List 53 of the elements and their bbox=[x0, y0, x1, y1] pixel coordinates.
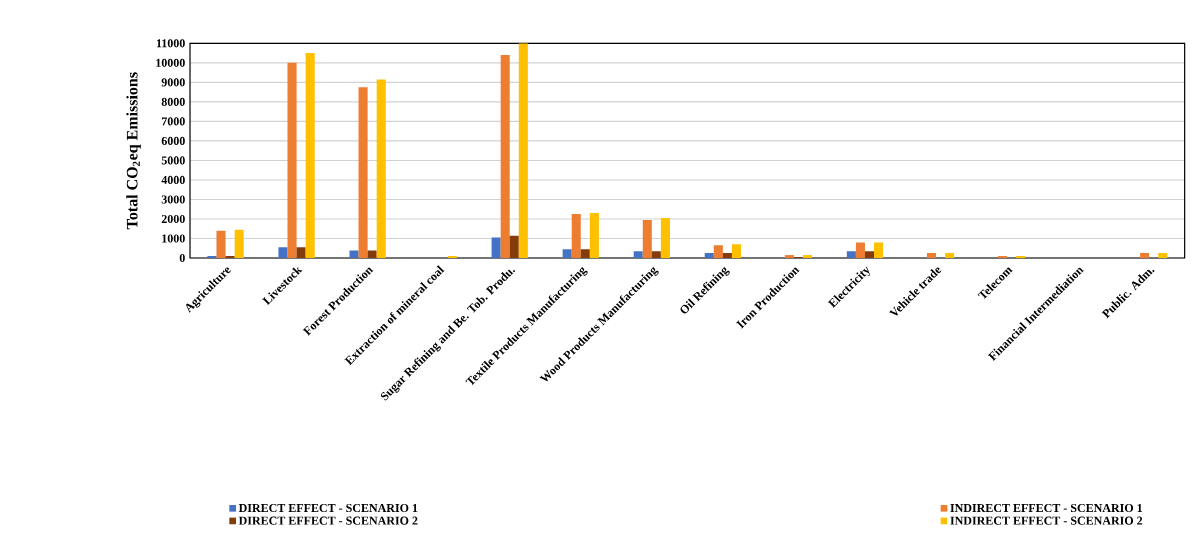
bar bbox=[855, 242, 865, 258]
bar bbox=[562, 249, 572, 258]
bar bbox=[234, 229, 244, 258]
bar bbox=[660, 217, 670, 258]
bar bbox=[945, 253, 955, 258]
bar bbox=[926, 253, 936, 258]
bar bbox=[358, 87, 368, 258]
bar bbox=[518, 43, 528, 258]
bar bbox=[571, 214, 581, 258]
bar bbox=[722, 253, 732, 258]
y-tick-label: 2000 bbox=[161, 214, 185, 224]
bar bbox=[704, 253, 714, 258]
y-tick-label: 5000 bbox=[161, 156, 185, 165]
bar bbox=[367, 250, 377, 258]
y-tick-label: 6000 bbox=[161, 136, 185, 145]
bar bbox=[349, 250, 359, 258]
bar bbox=[784, 255, 794, 258]
bar bbox=[642, 219, 652, 258]
bar bbox=[491, 237, 501, 258]
legend-label: DIRECT EFFECT - SCENARIO 2 bbox=[238, 516, 418, 525]
y-tick-label: 9000 bbox=[161, 78, 185, 87]
bar bbox=[500, 55, 510, 258]
bar bbox=[633, 251, 643, 258]
y-tick-label: 3000 bbox=[161, 195, 185, 204]
y-tick-label: 4000 bbox=[161, 175, 185, 184]
bar bbox=[802, 255, 813, 258]
bar bbox=[216, 230, 226, 258]
bar bbox=[864, 251, 875, 258]
y-tick-label: 11000 bbox=[156, 39, 185, 48]
bar bbox=[376, 79, 386, 258]
bar bbox=[874, 242, 884, 258]
bar bbox=[580, 249, 590, 258]
bar bbox=[305, 53, 315, 258]
bar bbox=[1140, 253, 1150, 258]
legend-label: DIRECT EFFECT - SCENARIO 1 bbox=[238, 504, 418, 513]
legend-label: INDIRECT EFFECT - SCENARIO 1 bbox=[950, 504, 1143, 513]
bar bbox=[287, 62, 297, 258]
bar bbox=[1158, 253, 1168, 258]
bar bbox=[651, 251, 661, 258]
bar bbox=[278, 247, 288, 258]
bar bbox=[846, 251, 856, 258]
bar bbox=[589, 213, 599, 258]
bar bbox=[713, 245, 723, 258]
y-axis-title: Total CO$_{2}$eq Emissions bbox=[126, 72, 141, 230]
legend-label: INDIRECT EFFECT - SCENARIO 2 bbox=[950, 516, 1143, 525]
bar bbox=[731, 244, 741, 258]
y-tick-label: 0 bbox=[179, 253, 185, 263]
y-tick-label: 10000 bbox=[156, 58, 185, 67]
bar bbox=[296, 247, 306, 258]
y-tick-label: 1000 bbox=[162, 234, 185, 243]
bar bbox=[509, 235, 519, 258]
y-tick-label: 7000 bbox=[161, 117, 185, 126]
y-tick-label: 8000 bbox=[161, 97, 185, 106]
